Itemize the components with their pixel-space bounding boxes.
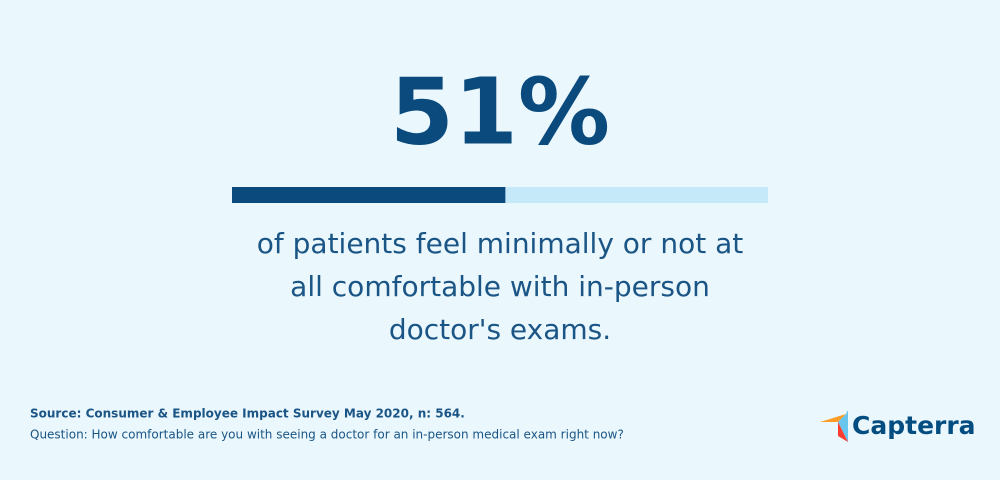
subtitle-line: doctor's exams. (389, 313, 611, 346)
logo-orange (820, 414, 846, 422)
subtitle-line: of patients feel minimally or not at (257, 227, 744, 260)
logo-red (838, 422, 848, 442)
big-number: 51% (390, 58, 610, 165)
question: Question: How comfortable are you with s… (30, 428, 624, 442)
bar-fill (232, 187, 506, 203)
logo-blue (838, 410, 848, 442)
source: Source: Consumer & Employee Impact Surve… (30, 407, 465, 421)
logo-text: Capterra (852, 411, 976, 440)
logo-icon (820, 410, 848, 442)
subtitle-line: all comfortable with in-person (290, 270, 710, 303)
